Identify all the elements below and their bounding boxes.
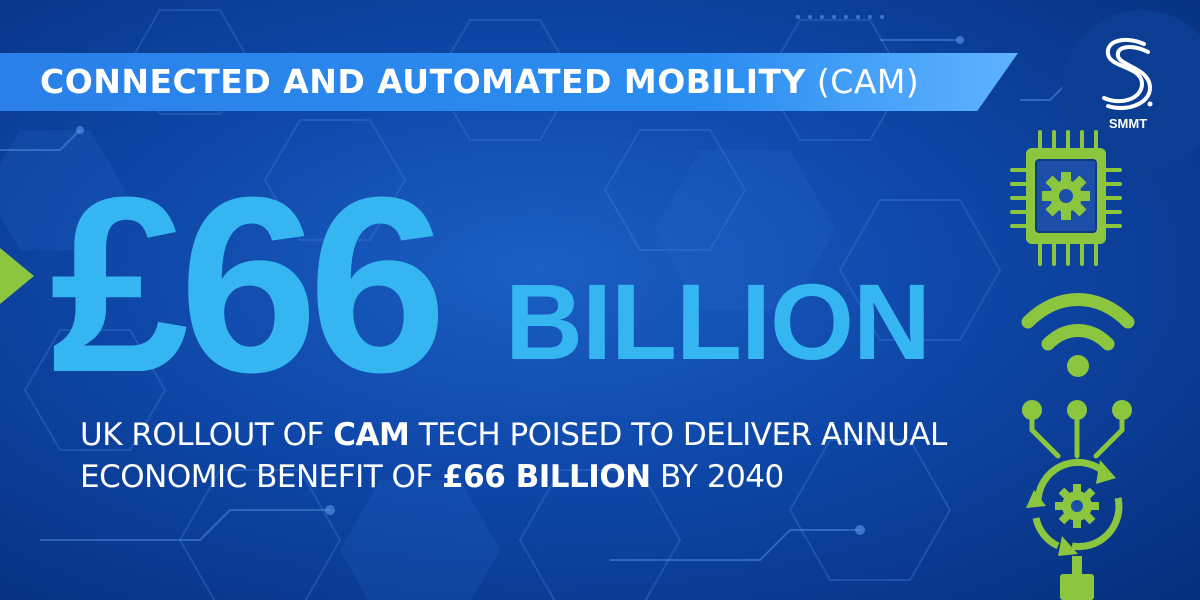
subtitle-line-2: ECONOMIC BENEFIT OF £66 BILLION BY 2040 [80,456,980,498]
subtitle-text: BY 2040 [659,459,784,495]
subtitle-emphasis: £66 BILLION [442,459,651,495]
subtitle-text: ECONOMIC BENEFIT OF [80,459,433,495]
arrow-marker-icon [0,248,34,304]
subtitle-emphasis: CAM [333,417,410,453]
subtitle: UK ROLLOUT OF CAM TECH POISED TO DELIVER… [80,414,980,498]
logo-text: SMMT [1108,116,1148,131]
smmt-logo-badge [1062,10,1200,170]
headline-unit: BILLION [505,261,931,382]
subtitle-text: UK ROLLOUT OF [80,417,324,453]
wifi-icon [1021,293,1135,377]
subtitle-line-1: UK ROLLOUT OF CAM TECH POISED TO DELIVER… [80,414,980,456]
title-main: CONNECTED AND AUTOMATED MOBILITY [40,62,806,101]
header-banner [0,53,1018,111]
circuit-cycle-gear-icon [1022,400,1132,600]
subtitle-text: TECH POISED TO DELIVER ANNUAL [418,417,948,453]
headline-figure: £66 [50,145,447,424]
page-title: CONNECTED AND AUTOMATED MOBILITY (CAM) [40,60,919,104]
title-abbreviation: (CAM) [816,62,920,101]
smmt-s-logo-icon [1102,37,1153,110]
chip-gear-icon [1010,130,1122,266]
